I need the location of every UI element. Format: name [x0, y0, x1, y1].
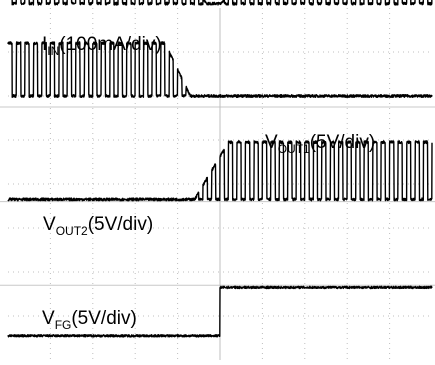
label-vout2-sub: OUT2 — [56, 224, 88, 238]
label-iin-main: I — [42, 34, 47, 55]
label-vfg-main: V — [42, 308, 55, 329]
scope-traces — [7, 0, 433, 338]
trace-vout2 — [7, 140, 433, 202]
label-vout1: VOUT1(5V/div) — [265, 132, 375, 156]
label-iin-sub: IN — [47, 44, 59, 58]
label-vout1-sub: OUT1 — [278, 142, 310, 156]
label-iin-scale: (100mA/div) — [59, 34, 161, 55]
label-vout2: VOUT2(5V/div) — [43, 214, 153, 238]
trace-iin — [11, 0, 433, 6]
label-vout1-main: V — [265, 132, 278, 153]
trace-vfg — [7, 285, 433, 338]
label-vout2-scale: (5V/div) — [88, 214, 153, 235]
label-vfg: VFG(5V/div) — [42, 308, 137, 332]
label-vout2-main: V — [43, 214, 56, 235]
label-vout1-scale: (5V/div) — [310, 132, 375, 153]
trace-vout1 — [7, 41, 433, 99]
label-vfg-scale: (5V/div) — [71, 308, 136, 329]
label-iin: IIN(100mA/div) — [42, 34, 162, 58]
label-vfg-sub: FG — [55, 318, 72, 332]
